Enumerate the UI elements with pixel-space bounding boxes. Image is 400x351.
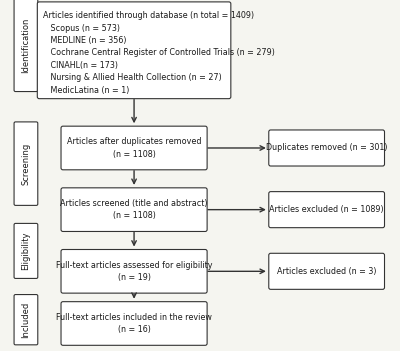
Text: Articles screened (title and abstract)
(n = 1108): Articles screened (title and abstract) (… [60,199,208,220]
Text: Articles excluded (n = 3): Articles excluded (n = 3) [277,267,376,276]
FancyBboxPatch shape [61,250,207,293]
FancyBboxPatch shape [269,192,384,228]
FancyBboxPatch shape [269,130,384,166]
Text: MedicLatina (n = 1): MedicLatina (n = 1) [43,86,129,95]
Text: MEDLINE (n = 356): MEDLINE (n = 356) [43,36,126,45]
Text: Identification: Identification [22,17,30,73]
Text: Cochrane Central Register of Controlled Trials (n = 279): Cochrane Central Register of Controlled … [43,48,275,58]
Text: Screening: Screening [22,143,30,185]
Text: Articles identified through database (n total = 1409): Articles identified through database (n … [43,11,254,20]
Text: Nursing & Allied Health Collection (n = 27): Nursing & Allied Health Collection (n = … [43,73,222,82]
Text: Duplicates removed (n = 301): Duplicates removed (n = 301) [266,144,387,152]
FancyBboxPatch shape [61,302,207,345]
FancyBboxPatch shape [37,2,231,99]
FancyBboxPatch shape [14,122,38,205]
Text: CINAHL(n = 173): CINAHL(n = 173) [43,61,118,70]
Text: Full-text articles included in the review
(n = 16): Full-text articles included in the revie… [56,313,212,334]
FancyBboxPatch shape [61,126,207,170]
Text: Full-text articles assessed for eligibility
(n = 19): Full-text articles assessed for eligibil… [56,260,212,282]
FancyBboxPatch shape [14,294,38,345]
Text: Articles excluded (n = 1089): Articles excluded (n = 1089) [269,205,384,214]
Text: Scopus (n = 573): Scopus (n = 573) [43,24,120,33]
Text: Articles after duplicates removed
(n = 1108): Articles after duplicates removed (n = 1… [67,137,201,159]
Text: Eligibility: Eligibility [22,232,30,270]
FancyBboxPatch shape [269,253,384,289]
FancyBboxPatch shape [14,223,38,278]
FancyBboxPatch shape [61,188,207,231]
FancyBboxPatch shape [14,0,38,92]
Text: Included: Included [22,302,30,338]
